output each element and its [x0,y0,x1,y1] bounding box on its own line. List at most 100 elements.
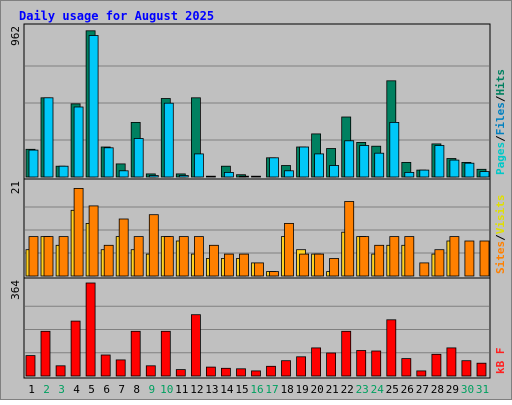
bar-kb-f-day-17 [266,365,276,377]
legend-entry: Pages [494,142,507,175]
bar-files-day-3 [58,165,69,178]
bar-sites-day-20 [314,253,325,277]
bar-kb-f-day-11 [175,369,186,377]
bar-sites-day-16 [254,262,264,277]
bar-sites-day-29 [449,236,460,277]
bar-files-day-10 [163,102,174,178]
bar-kb-f-day-2 [40,330,51,377]
bar-files-day-2 [43,97,54,178]
x-axis: 1 2 3 4 5 6 7 8 9 10 11 12 13 14 15 16 17 18 19 20 21 22 23 24 2… [28,383,489,396]
bar-kb-f-day-29 [446,347,457,377]
day-label-10: 10 [160,383,173,396]
bar-files-day-26 [404,171,415,178]
day-label-1: 1 [28,383,35,396]
day-label-22: 22 [341,383,354,396]
bar-sites-day-14 [223,253,234,277]
bar-files-day-4 [73,106,84,178]
bar-sites-day-21 [329,258,340,277]
bar-sites-day-22 [344,201,355,277]
day-label-23: 23 [356,383,369,396]
day-label-17: 17 [265,383,278,396]
bar-hits-day-13 [205,175,216,178]
bar-kb-f-day-6 [100,354,111,377]
bar-sites-day-4 [73,187,84,277]
bar-sites-day-5 [88,205,99,277]
bar-files-day-23 [359,145,370,178]
bar-files-day-14 [223,171,234,178]
bar-files-day-7 [118,170,129,178]
bar-kb-f-day-8 [130,330,141,377]
bar-kb-f-day-21 [326,352,337,377]
bar-sites-day-12 [193,236,204,277]
bar-files-day-22 [344,140,355,178]
legend-entry: / [494,95,507,102]
bar-kb-f-day-4 [70,320,81,377]
day-label-24: 24 [371,383,385,396]
day-label-20: 20 [310,383,323,396]
bar-sites-day-3 [58,236,69,277]
bar-files-day-31 [479,171,490,178]
max-label-kbf: 364 [9,280,22,300]
legend-entry: Files [494,102,507,135]
legend-entry: / [494,135,507,142]
bar-files-day-18 [284,170,294,178]
bar-files-day-29 [449,159,460,178]
bar-sites-day-15 [239,253,249,277]
legend-entry: Visits [494,195,507,235]
bar-files-day-5 [88,35,99,178]
day-label-26: 26 [401,383,414,396]
bar-files-day-21 [329,165,340,178]
bar-kb-f-day-18 [281,360,291,377]
bar-files-day-20 [314,153,325,178]
bar-files-day-19 [299,146,310,178]
bar-kb-f-day-31 [476,362,487,377]
legend-entry: Hits [494,69,507,96]
bar-sites-day-13 [208,244,219,277]
day-label-16: 16 [250,383,263,396]
bar-kb-f-day-10 [160,330,171,377]
bar-files-day-9 [148,175,159,178]
bar-sites-day-31 [479,240,490,277]
day-label-31: 31 [476,383,489,396]
legend-entry: Sites [494,241,507,274]
bar-sites-day-10 [163,236,174,277]
bar-files-day-27 [419,169,430,178]
bar-sites-day-7 [118,218,129,277]
bar-kb-f-day-27 [416,370,427,377]
day-label-12: 12 [190,383,203,396]
day-label-25: 25 [386,383,399,396]
bar-sites-day-17 [269,271,279,277]
legend-visits: Sites/Visits [494,195,507,275]
panel-kbf: 364 kB F [9,277,507,379]
bar-sites-day-2 [43,236,54,277]
day-label-27: 27 [416,383,429,396]
bar-kb-f-day-5 [85,282,96,377]
bar-kb-f-day-7 [115,359,126,377]
bar-files-day-25 [389,122,400,178]
bar-files-day-6 [103,147,114,178]
panel-visits: 21 Sites/Visits [9,178,507,279]
bar-sites-day-23 [359,236,370,277]
bar-sites-day-11 [178,236,189,277]
day-label-9: 9 [148,383,155,396]
bar-kb-f-day-19 [296,356,307,377]
legend-entry: kB F [494,348,507,375]
bar-sites-day-24 [374,244,385,277]
day-label-14: 14 [220,383,234,396]
bar-sites-day-6 [103,244,114,277]
day-label-8: 8 [133,383,140,396]
chart-title: Daily usage for August 2025 [19,9,214,23]
day-label-4: 4 [73,383,80,396]
legend-hits: Pages/Files/Hits [494,69,507,175]
day-label-29: 29 [446,383,459,396]
bar-kb-f-day-14 [220,367,231,377]
day-label-15: 15 [235,383,248,396]
bar-files-day-8 [133,138,144,178]
day-label-19: 19 [295,383,308,396]
bar-kb-f-day-25 [386,319,397,377]
bar-kb-f-day-23 [356,350,367,377]
bar-kb-f-day-20 [311,347,322,377]
day-label-21: 21 [326,383,339,396]
